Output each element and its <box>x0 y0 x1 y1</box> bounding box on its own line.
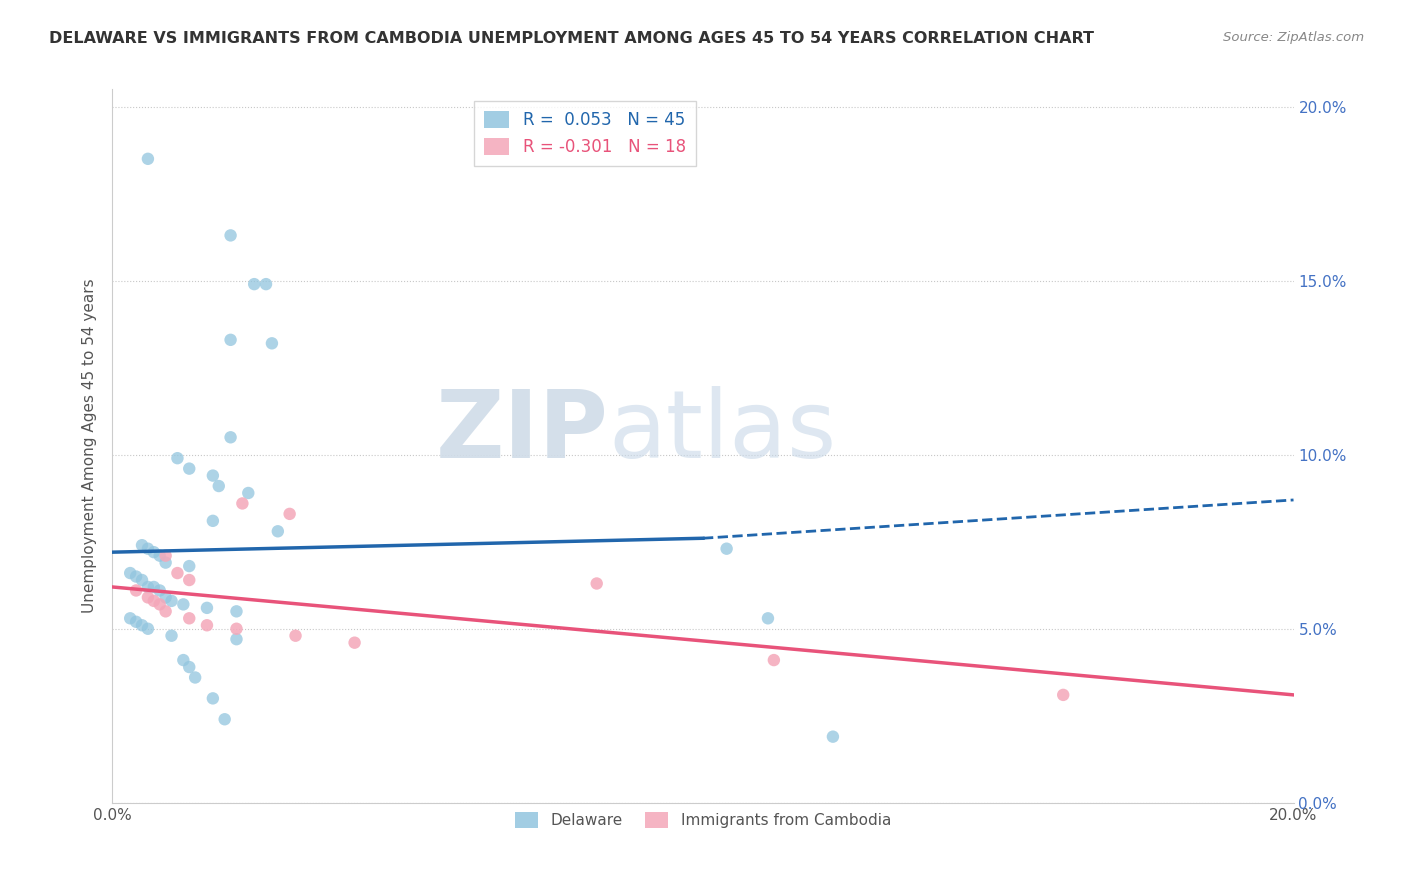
Point <box>243 277 266 292</box>
Point <box>716 541 738 556</box>
Y-axis label: Unemployment Among Ages 45 to 54 years: Unemployment Among Ages 45 to 54 years <box>82 278 97 614</box>
Text: DELAWARE VS IMMIGRANTS FROM CAMBODIA UNEMPLOYMENT AMONG AGES 45 TO 54 YEARS CORR: DELAWARE VS IMMIGRANTS FROM CAMBODIA UNE… <box>49 31 1094 46</box>
Point <box>125 569 148 583</box>
Point <box>160 629 183 643</box>
Point <box>131 573 153 587</box>
Point <box>208 479 231 493</box>
Point <box>219 333 242 347</box>
Point <box>179 611 201 625</box>
Point <box>125 583 148 598</box>
Point <box>142 545 165 559</box>
Point <box>260 336 283 351</box>
Point <box>254 277 277 292</box>
Point <box>184 671 207 685</box>
Point <box>166 566 188 580</box>
Point <box>225 604 247 618</box>
Point <box>201 468 224 483</box>
Point <box>136 580 159 594</box>
Point <box>131 618 153 632</box>
Point <box>238 486 260 500</box>
Point <box>201 514 224 528</box>
Point <box>155 591 177 605</box>
Point <box>201 691 224 706</box>
Point <box>195 600 218 615</box>
Point <box>214 712 236 726</box>
Point <box>136 541 159 556</box>
Point <box>179 573 201 587</box>
Point <box>136 152 159 166</box>
Text: ZIP: ZIP <box>436 385 609 478</box>
Point <box>231 496 253 510</box>
Point <box>821 730 844 744</box>
Point <box>125 615 148 629</box>
Point <box>179 660 201 674</box>
Point <box>155 556 177 570</box>
Point <box>762 653 785 667</box>
Point <box>155 549 177 563</box>
Point <box>155 604 177 618</box>
Point <box>585 576 607 591</box>
Text: atlas: atlas <box>609 385 837 478</box>
Point <box>149 598 172 612</box>
Point <box>149 583 172 598</box>
Point <box>172 653 194 667</box>
Point <box>1052 688 1074 702</box>
Point <box>284 629 307 643</box>
Point <box>179 461 201 475</box>
Point <box>225 632 247 647</box>
Point <box>756 611 779 625</box>
Point <box>195 618 218 632</box>
Point <box>131 538 153 552</box>
Point <box>149 549 172 563</box>
Text: Source: ZipAtlas.com: Source: ZipAtlas.com <box>1223 31 1364 45</box>
Point <box>343 635 366 649</box>
Point <box>219 228 242 243</box>
Legend: Delaware, Immigrants from Cambodia: Delaware, Immigrants from Cambodia <box>509 806 897 834</box>
Point <box>142 580 165 594</box>
Point <box>166 451 188 466</box>
Point <box>172 598 194 612</box>
Point <box>179 559 201 574</box>
Point <box>267 524 290 539</box>
Point <box>219 430 242 444</box>
Point <box>120 611 142 625</box>
Point <box>136 622 159 636</box>
Point <box>136 591 159 605</box>
Point <box>120 566 142 580</box>
Point <box>225 622 247 636</box>
Point <box>142 594 165 608</box>
Point <box>160 594 183 608</box>
Point <box>278 507 301 521</box>
